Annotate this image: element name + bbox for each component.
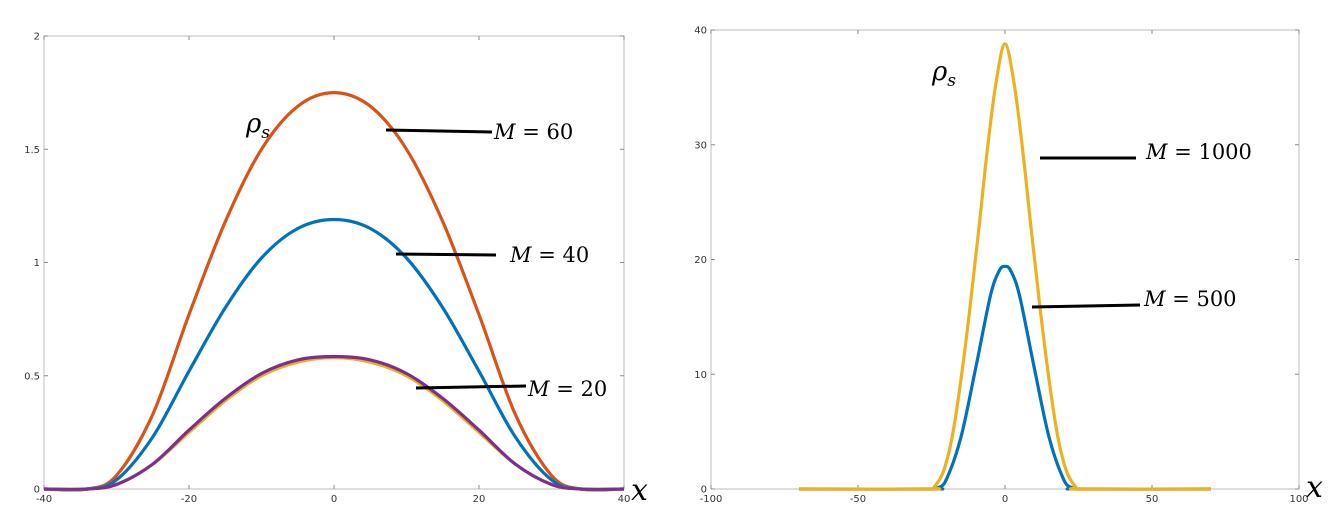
left-series-line-0 bbox=[43, 91, 625, 492]
left-label-leader-line bbox=[385, 128, 493, 134]
left-y-tick-label: 0 bbox=[34, 485, 40, 496]
left-x-tick-label: -20 bbox=[181, 494, 197, 505]
right-label-leader-line bbox=[1031, 303, 1141, 309]
left-plot: 00.511.52 -40 -20 0 20 40 ρs M = 60M = 40M =… bbox=[24, 32, 648, 509]
right-series bbox=[799, 42, 1211, 491]
right-label-leaders bbox=[1031, 156, 1141, 309]
m-label-value: = 20 bbox=[550, 377, 608, 401]
right-y-tick-label: 20 bbox=[694, 255, 707, 266]
left-label-leaders bbox=[385, 128, 527, 390]
right-y-tick-label: 30 bbox=[694, 140, 707, 151]
left-rho-subscript: s bbox=[261, 123, 270, 143]
left-m-label: M = 40 bbox=[509, 243, 589, 267]
right-series-line-0 bbox=[799, 264, 1211, 491]
left-label-leader-line bbox=[395, 252, 497, 257]
m-label-value: = 1000 bbox=[1168, 140, 1252, 164]
right-x-tick-label: 100 bbox=[1289, 494, 1308, 505]
right-x-tick-label: 50 bbox=[1146, 494, 1159, 505]
left-y-tick-label: 0.5 bbox=[24, 371, 40, 382]
left-m-labels: M = 60M = 40M = 20 bbox=[493, 120, 607, 401]
right-rho-subscript: s bbox=[947, 71, 956, 91]
m-label-variable: M bbox=[1143, 287, 1166, 311]
left-x-tick-label: 20 bbox=[473, 494, 486, 505]
m-label-variable: M bbox=[493, 120, 516, 144]
m-label-variable: M bbox=[527, 377, 550, 401]
right-y-tick-label: 0 bbox=[701, 485, 707, 496]
m-label-value: = 60 bbox=[516, 120, 574, 144]
left-m-label: M = 60 bbox=[493, 120, 573, 144]
left-series-line-3 bbox=[43, 354, 625, 491]
left-x-tick-label: -40 bbox=[36, 494, 52, 505]
right-x-ticks: -100 -50 0 50 100 bbox=[700, 30, 1309, 505]
right-m-label: M = 500 bbox=[1143, 287, 1237, 311]
m-label-variable: M bbox=[509, 243, 532, 267]
right-y-tick-label: 40 bbox=[694, 26, 707, 37]
right-y-ticks: 0 10 20 30 40 bbox=[694, 26, 1299, 496]
right-x-axis-label: x bbox=[1306, 470, 1323, 505]
right-plot-frame bbox=[710, 29, 1300, 490]
right-y-tick-label: 10 bbox=[694, 370, 707, 381]
m-label-value: = 40 bbox=[532, 243, 590, 267]
left-m-label: M = 20 bbox=[527, 377, 607, 401]
left-series bbox=[43, 91, 625, 492]
right-rho-label: ρs bbox=[931, 57, 956, 91]
left-y-tick-label: 1.5 bbox=[24, 145, 40, 156]
left-y-tick-label: 2 bbox=[34, 32, 40, 43]
right-m-label: M = 1000 bbox=[1145, 140, 1252, 164]
left-series-line-1 bbox=[43, 217, 625, 492]
left-y-tick-label: 1 bbox=[34, 258, 40, 269]
m-label-value: = 500 bbox=[1166, 287, 1237, 311]
left-x-ticks: -40 -20 0 20 40 bbox=[36, 36, 631, 505]
right-x-tick-label: 0 bbox=[1002, 494, 1008, 505]
right-series-line-1 bbox=[799, 42, 1211, 491]
right-x-tick-label: -100 bbox=[700, 494, 723, 505]
left-x-tick-label: 40 bbox=[618, 494, 631, 505]
m-label-variable: M bbox=[1145, 140, 1168, 164]
left-rho-label: ρs bbox=[245, 109, 270, 143]
right-x-tick-label: -50 bbox=[850, 494, 866, 505]
left-label-leader-line bbox=[415, 384, 527, 390]
left-x-tick-label: 0 bbox=[331, 494, 337, 505]
left-x-axis-label: x bbox=[631, 473, 648, 508]
left-y-ticks: 0 0.5 1 1.5 2 bbox=[24, 32, 624, 496]
